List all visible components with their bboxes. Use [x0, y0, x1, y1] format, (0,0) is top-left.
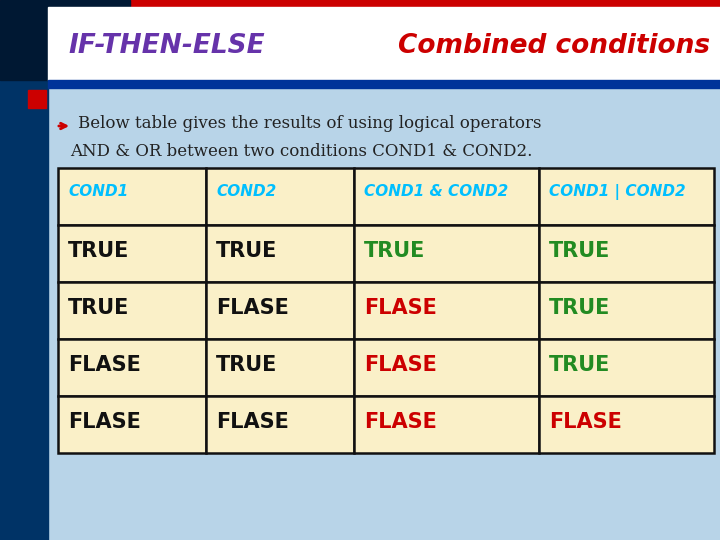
Text: COND1: COND1: [68, 185, 128, 199]
Bar: [58, 225, 206, 282]
Text: COND1 & COND2: COND1 & COND2: [364, 185, 508, 199]
Bar: [48, 80, 720, 88]
Bar: [539, 396, 714, 453]
Text: TRUE: TRUE: [549, 298, 611, 318]
Text: FLASE: FLASE: [68, 411, 141, 431]
Bar: [539, 339, 714, 396]
Bar: [539, 282, 714, 339]
Text: TRUE: TRUE: [68, 241, 130, 261]
Text: FLASE: FLASE: [364, 355, 437, 375]
Bar: [58, 396, 206, 453]
Bar: [28, 90, 46, 108]
Bar: [539, 168, 714, 225]
Text: Below table gives the results of using logical operators: Below table gives the results of using l…: [78, 114, 541, 132]
Text: TRUE: TRUE: [549, 355, 611, 375]
Bar: [354, 282, 539, 339]
Text: Combined conditions: Combined conditions: [398, 33, 710, 59]
Bar: [354, 225, 539, 282]
Bar: [0, 0, 130, 80]
Bar: [206, 339, 354, 396]
Bar: [539, 225, 714, 282]
Text: AND & OR between two conditions COND1 & COND2.: AND & OR between two conditions COND1 & …: [70, 144, 532, 160]
Text: FLASE: FLASE: [68, 355, 141, 375]
Bar: [0, 0, 720, 7]
Text: TRUE: TRUE: [216, 355, 277, 375]
Text: TRUE: TRUE: [364, 241, 426, 261]
Text: TRUE: TRUE: [216, 241, 277, 261]
Bar: [206, 396, 354, 453]
Bar: [206, 168, 354, 225]
Bar: [354, 396, 539, 453]
Bar: [0, 0, 48, 540]
Bar: [48, 7, 720, 80]
Bar: [206, 225, 354, 282]
Bar: [58, 339, 206, 396]
Bar: [354, 168, 539, 225]
Text: FLASE: FLASE: [216, 411, 289, 431]
Text: TRUE: TRUE: [68, 298, 130, 318]
Text: COND1 | COND2: COND1 | COND2: [549, 184, 685, 200]
Text: IF-THEN-ELSE: IF-THEN-ELSE: [68, 33, 265, 59]
Bar: [206, 282, 354, 339]
Text: FLASE: FLASE: [364, 298, 437, 318]
Text: FLASE: FLASE: [549, 411, 622, 431]
Bar: [58, 282, 206, 339]
Bar: [58, 168, 206, 225]
Bar: [354, 339, 539, 396]
Text: COND2: COND2: [216, 185, 276, 199]
Text: FLASE: FLASE: [364, 411, 437, 431]
Text: TRUE: TRUE: [549, 241, 611, 261]
Text: FLASE: FLASE: [216, 298, 289, 318]
